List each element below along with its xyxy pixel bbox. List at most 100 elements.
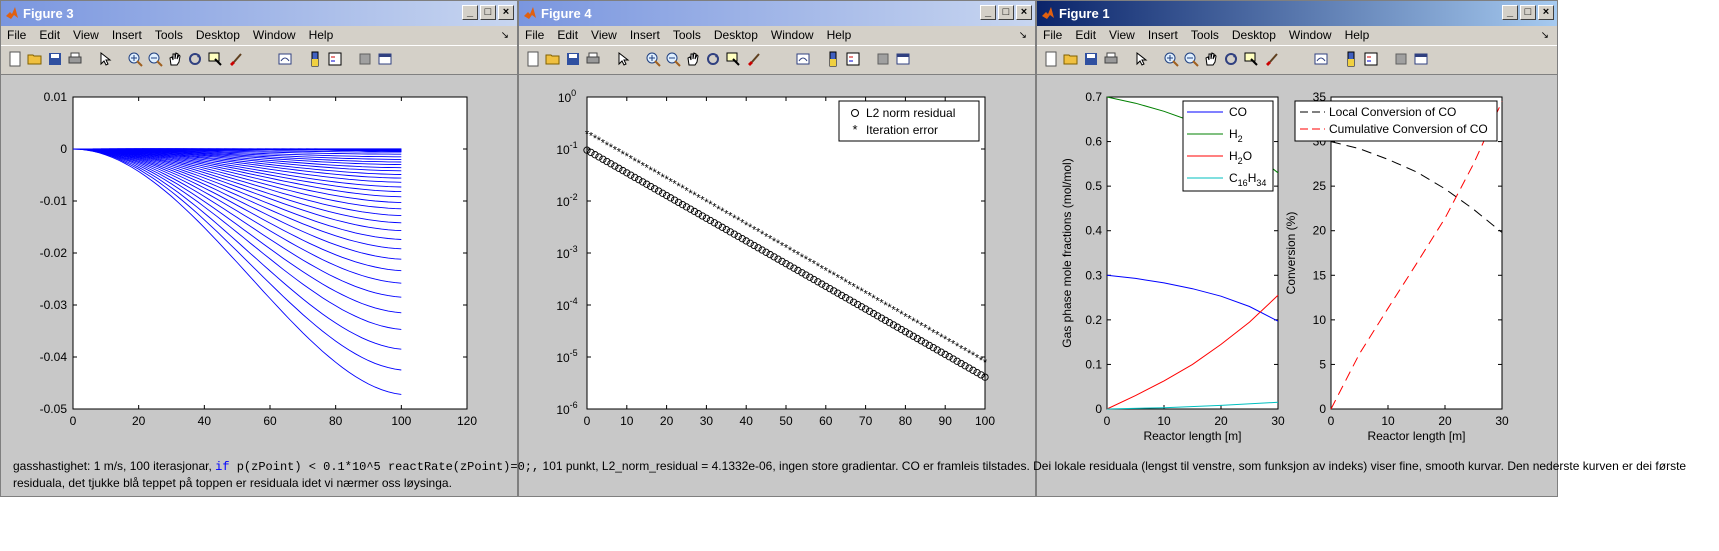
colorbar-icon[interactable] [1343, 51, 1359, 67]
close-button[interactable]: × [1016, 5, 1032, 20]
titlebar[interactable]: Figure 4 _ □ × [519, 1, 1035, 26]
data-cursor-icon[interactable] [207, 51, 223, 67]
l2-residual-marker [658, 189, 667, 197]
print-icon[interactable] [67, 51, 83, 67]
l2-residual-marker [977, 371, 985, 379]
data-cursor-icon[interactable] [1243, 51, 1259, 67]
menu-edit[interactable]: Edit [557, 28, 579, 42]
maximize-button[interactable]: □ [998, 5, 1014, 20]
show-plot-tools-icon[interactable] [1413, 51, 1429, 67]
maximize-button[interactable]: □ [480, 5, 496, 20]
zoom-in-icon[interactable] [127, 51, 143, 67]
pan-hand-icon[interactable] [167, 51, 183, 67]
minimize-button[interactable]: _ [1502, 5, 1518, 20]
menu-desktop[interactable]: Desktop [195, 28, 240, 42]
menu-desktop[interactable]: Desktop [1231, 28, 1276, 42]
menu-view[interactable]: View [73, 28, 99, 42]
menu-help[interactable]: Help [1344, 28, 1370, 42]
pan-hand-icon[interactable] [1203, 51, 1219, 67]
print-icon[interactable] [1103, 51, 1119, 67]
menu-edit[interactable]: Edit [1075, 28, 1097, 42]
legend-label: H2O [1229, 149, 1252, 166]
open-file-icon[interactable] [27, 51, 43, 67]
l2-residual-marker [619, 166, 627, 175]
data-cursor-icon[interactable] [725, 51, 741, 67]
hide-plot-tools-icon[interactable] [875, 51, 891, 67]
menu-tools[interactable]: Tools [1190, 28, 1219, 42]
select-arrow-icon[interactable] [615, 51, 631, 67]
close-button[interactable]: × [498, 5, 514, 20]
save-icon[interactable] [565, 51, 581, 67]
colorbar-icon[interactable] [825, 51, 841, 67]
legend-icon[interactable] [845, 51, 861, 67]
print-icon[interactable] [585, 51, 601, 67]
menu-tools[interactable]: Tools [672, 28, 701, 42]
l2-residual-marker [853, 300, 862, 309]
minimize-button[interactable]: _ [980, 5, 996, 20]
menu-help[interactable]: Help [308, 28, 334, 42]
brush-icon[interactable] [1263, 51, 1279, 67]
hide-plot-tools-icon[interactable] [357, 51, 373, 67]
menu-file[interactable]: File [525, 28, 545, 42]
open-file-icon[interactable] [545, 51, 561, 67]
new-figure-icon[interactable] [1043, 51, 1059, 67]
menu-desktop[interactable]: Desktop [713, 28, 758, 42]
rotate-3d-icon[interactable] [705, 51, 721, 67]
l2-residual-marker [798, 269, 806, 277]
link-plot-icon[interactable] [795, 51, 811, 67]
brush-icon[interactable] [745, 51, 761, 67]
menu-tools[interactable]: Tools [154, 28, 183, 42]
new-figure-icon[interactable] [525, 51, 541, 67]
menu-insert[interactable]: Insert [1147, 28, 1178, 42]
legend-text-subscript: 2 [1238, 134, 1243, 144]
iteration-error-marker: * [688, 188, 693, 200]
menu-window[interactable]: Window [252, 28, 296, 42]
menu-file[interactable]: File [7, 28, 27, 42]
titlebar[interactable]: Figure 3 _ □ × [1, 1, 517, 26]
dock-arrow-icon[interactable]: ↘ [1540, 30, 1549, 41]
menu-edit[interactable]: Edit [39, 28, 61, 42]
dock-arrow-icon[interactable]: ↘ [1018, 30, 1027, 41]
select-arrow-icon[interactable] [1133, 51, 1149, 67]
menu-window[interactable]: Window [1288, 28, 1332, 42]
select-arrow-icon[interactable] [97, 51, 113, 67]
dock-arrow-icon[interactable]: ↘ [500, 30, 509, 41]
zoom-out-icon[interactable] [665, 51, 681, 67]
zoom-out-icon[interactable] [1183, 51, 1199, 67]
rotate-3d-icon[interactable] [1223, 51, 1239, 67]
new-figure-icon[interactable] [7, 51, 23, 67]
iteration-error-marker: * [696, 192, 701, 204]
link-plot-icon[interactable] [1313, 51, 1329, 67]
close-button[interactable]: × [1538, 5, 1554, 20]
legend-icon[interactable] [327, 51, 343, 67]
show-plot-tools-icon[interactable] [895, 51, 911, 67]
hide-plot-tools-icon[interactable] [1393, 51, 1409, 67]
caption-part2: 101 punkt, L2_norm_residual = 4.1332e-06… [13, 459, 1687, 490]
menu-help[interactable]: Help [826, 28, 852, 42]
colorbar-icon[interactable] [307, 51, 323, 67]
maximize-button[interactable]: □ [1520, 5, 1536, 20]
menu-view[interactable]: View [591, 28, 617, 42]
y-tick-label: -0.04 [40, 350, 68, 364]
link-plot-icon[interactable] [277, 51, 293, 67]
menu-view[interactable]: View [1109, 28, 1135, 42]
show-plot-tools-icon[interactable] [377, 51, 393, 67]
l2-residual-marker [941, 350, 949, 359]
menu-window[interactable]: Window [770, 28, 814, 42]
save-icon[interactable] [1083, 51, 1099, 67]
zoom-in-icon[interactable] [645, 51, 661, 67]
menu-file[interactable]: File [1043, 28, 1063, 42]
rotate-3d-icon[interactable] [187, 51, 203, 67]
menu-insert[interactable]: Insert [111, 28, 142, 42]
legend-icon[interactable] [1363, 51, 1379, 67]
zoom-out-icon[interactable] [147, 51, 163, 67]
save-icon[interactable] [47, 51, 63, 67]
titlebar[interactable]: Figure 1 _ □ × [1037, 1, 1557, 26]
zoom-in-icon[interactable] [1163, 51, 1179, 67]
minimize-button[interactable]: _ [462, 5, 478, 20]
pan-hand-icon[interactable] [685, 51, 701, 67]
y-tick-label: 0.5 [1085, 179, 1102, 193]
brush-icon[interactable] [227, 51, 243, 67]
menu-insert[interactable]: Insert [629, 28, 660, 42]
open-file-icon[interactable] [1063, 51, 1079, 67]
